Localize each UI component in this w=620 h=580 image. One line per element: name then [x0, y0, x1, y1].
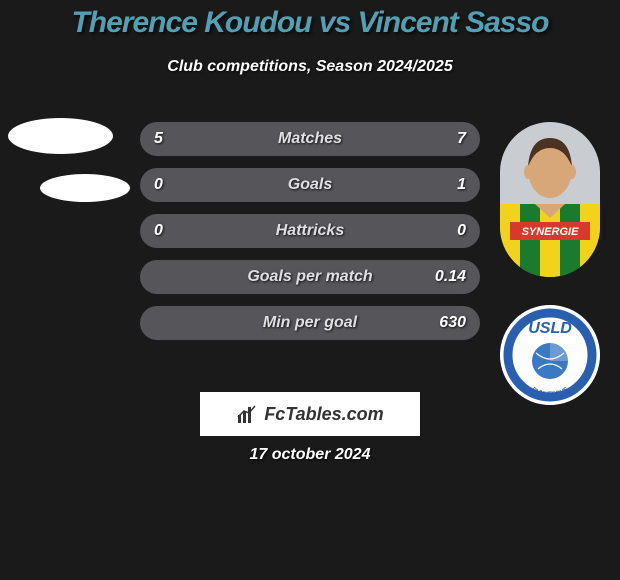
bubble — [40, 174, 130, 202]
chart-icon — [236, 403, 258, 425]
date-text: 17 october 2024 — [0, 446, 620, 464]
stat-right-value: 0.14 — [435, 268, 466, 286]
stat-label: Goals — [140, 176, 480, 194]
svg-text:SYNERGIE: SYNERGIE — [522, 226, 580, 238]
stat-label: Min per goal — [140, 314, 480, 332]
stat-label: Goals per match — [140, 268, 480, 286]
stat-label: Matches — [140, 130, 480, 148]
stat-left-value: 0 — [154, 176, 163, 194]
stat-row: Goals per match0.14 — [140, 260, 480, 294]
player-photo-svg: SYNERGIE — [500, 122, 600, 277]
left-bubbles — [8, 118, 138, 238]
stat-row: 0Hattricks0 — [140, 214, 480, 248]
stat-row: Min per goal630 — [140, 306, 480, 340]
bubble — [8, 118, 113, 154]
stat-row: 5Matches7 — [140, 122, 480, 156]
stat-right-value: 0 — [457, 222, 466, 240]
source-badge: FcTables.com — [200, 392, 420, 436]
stat-right-value: 7 — [457, 130, 466, 148]
svg-text:USLD: USLD — [528, 320, 572, 337]
club-crest-svg: USLDDUNKERQUE — [500, 305, 600, 405]
stat-label: Hattricks — [140, 222, 480, 240]
right-photos: SYNERGIE USLDDUNKERQUE — [500, 122, 600, 405]
player-photo: SYNERGIE — [500, 122, 600, 277]
stat-left-value: 0 — [154, 222, 163, 240]
stat-right-value: 630 — [439, 314, 466, 332]
stat-row: 0Goals1 — [140, 168, 480, 202]
source-badge-text: FcTables.com — [264, 404, 383, 425]
stat-right-value: 1 — [457, 176, 466, 194]
stat-left-value: 5 — [154, 130, 163, 148]
club-crest: USLDDUNKERQUE — [500, 305, 600, 405]
subtitle: Club competitions, Season 2024/2025 — [0, 58, 620, 76]
stat-rows: 5Matches70Goals10Hattricks0Goals per mat… — [140, 122, 480, 352]
page-title: Therence Koudou vs Vincent Sasso — [0, 0, 620, 40]
